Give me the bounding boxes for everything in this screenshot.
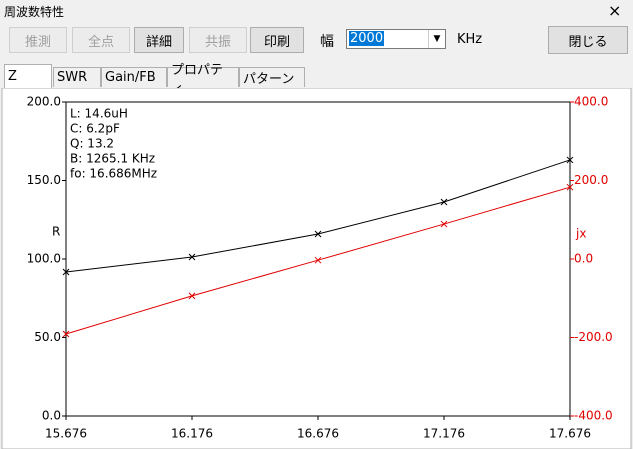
y2-axis-label: jx	[575, 227, 586, 241]
tab[interactable]: パターン	[239, 67, 305, 87]
unit-label: KHz	[457, 32, 483, 47]
annotation: L: 14.6uH	[70, 107, 128, 121]
y2-tick-label: 200.0	[574, 173, 608, 187]
x-tick-label: 17.676	[549, 427, 591, 441]
combo-value: 2000	[349, 31, 385, 46]
y-axis-label: R	[52, 225, 60, 239]
y-tick-label: 150.0	[27, 173, 61, 187]
point-marker	[440, 220, 448, 228]
button[interactable]: 閉じる	[548, 26, 628, 54]
y2-tick-label: 400.0	[574, 95, 608, 109]
point-marker	[566, 183, 574, 191]
annotation: C: 6.2pF	[70, 122, 120, 136]
point-marker	[188, 292, 196, 300]
y-tick-label: 200.0	[27, 95, 61, 109]
tab[interactable]: プロパティ	[167, 63, 239, 97]
x-tick-label: 17.176	[423, 427, 465, 441]
y-tick-label: 0.0	[42, 409, 61, 423]
annotation: Q: 13.2	[70, 137, 114, 151]
chart: 0.0 50.0 100.0 150.0 200.0 -400.0 -200.0 0.0 200…	[1, 88, 632, 449]
combo-arrow[interactable]: ▼	[428, 30, 445, 48]
x-tick-label: 16.176	[171, 427, 213, 441]
y2-tick-label: -200.0	[574, 330, 613, 344]
tab[interactable]: Gain/FB	[101, 67, 167, 87]
point-marker	[314, 230, 322, 238]
point-marker	[440, 198, 448, 206]
button[interactable]: 詳細	[134, 27, 184, 53]
y2-tick-label: 0.0	[574, 252, 593, 266]
point-marker	[566, 156, 574, 164]
tab[interactable]: Z	[4, 64, 52, 88]
button[interactable]: 全点	[72, 27, 130, 53]
point-marker	[62, 330, 70, 338]
width-label: 幅	[320, 34, 334, 50]
point-marker	[188, 253, 196, 261]
annotation: fo: 16.686MHz	[70, 167, 157, 181]
combo-box[interactable]: 2000 ▼	[346, 29, 446, 49]
point-marker	[314, 256, 322, 264]
chart-panel	[1, 88, 632, 449]
button[interactable]: 印刷	[250, 27, 304, 53]
tab[interactable]: SWR	[53, 67, 101, 87]
y2-tick-label: -400.0	[574, 409, 613, 423]
window-title: 周波数特性	[4, 5, 65, 19]
button[interactable]: 推測	[9, 27, 67, 53]
x-tick-label: 16.676	[297, 427, 339, 441]
y-tick-label: 100.0	[27, 252, 61, 266]
close-icon[interactable]: ×	[608, 1, 622, 20]
y-tick-label: 50.0	[34, 330, 61, 344]
annotation: B: 1265.1 KHz	[70, 152, 155, 166]
button[interactable]: 共振	[189, 27, 247, 53]
point-marker	[62, 268, 70, 276]
x-tick-label: 15.676	[45, 427, 87, 441]
